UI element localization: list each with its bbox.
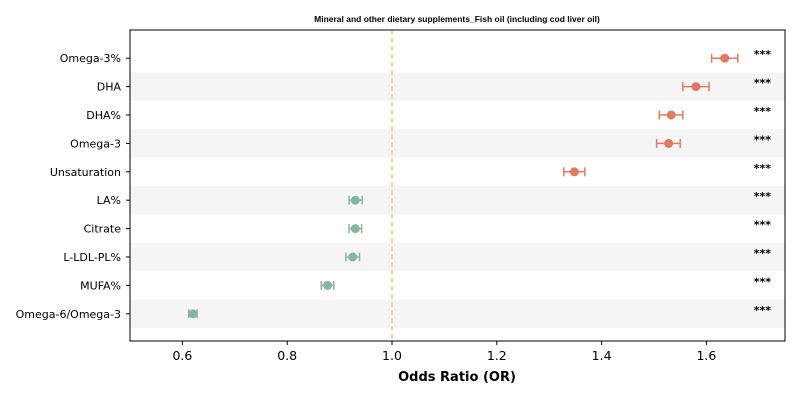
or-point [664,138,674,148]
significance-label: *** [754,247,772,260]
row-bands [130,72,785,328]
chart-title: Mineral and other dietary supplements_Fi… [314,14,600,24]
significance-label: *** [754,275,772,288]
or-point [350,224,360,234]
y-axis-labels: Omega-3% DHA DHA% Omega-3 Unsaturation LA% Cit… [16,52,130,321]
x-tick-label: 1.6 [696,348,716,363]
significance-labels: *** *** *** *** *** *** *** *** *** *** [754,48,772,317]
data-point-DHA% [658,110,684,120]
x-tick-label: 0.8 [277,348,297,363]
x-tick-label: 1.4 [592,348,612,363]
x-tick-label: 1.2 [487,348,507,363]
y-tick-label: Omega-3% [60,52,121,65]
significance-label: *** [754,48,772,61]
significance-label: *** [754,77,772,90]
x-axis-label: Odds Ratio (OR) [398,370,516,385]
y-tick-label: Omega-6/Omega-3 [16,308,121,321]
or-point [720,53,730,63]
y-tick-label: L-LDL-PL% [63,251,121,264]
y-tick-label: Citrate [84,223,122,236]
row-band [130,129,785,158]
or-point [691,82,701,92]
x-tick-label: 1.0 [382,348,402,363]
or-point [323,280,333,290]
y-tick-label: Omega-3 [70,137,121,150]
y-tick-label: MUFA% [80,279,121,292]
data-point-Unsaturation [563,167,586,177]
data-point-Omega-6/Omega-3 [187,309,198,319]
data-marks [187,53,739,319]
data-point-DHA [682,82,710,92]
significance-label: *** [754,190,772,203]
x-axis: 0.6 0.8 1.0 1.2 1.4 1.6 [172,341,716,363]
x-tick-label: 0.6 [172,348,192,363]
y-tick-label: Unsaturation [50,166,121,179]
row-band [130,72,785,101]
data-point-Citrate [348,224,363,234]
significance-label: *** [754,219,772,232]
row-band [130,299,785,328]
row-band [130,242,785,272]
data-point-Omega-3 [655,138,681,148]
y-tick-label: LA% [97,194,121,207]
or-point [350,195,360,205]
data-point-Omega-3% [710,53,739,63]
plot-frame [129,29,786,342]
y-tick-label: DHA [97,81,122,94]
data-point-LA% [348,195,363,205]
data-point-L-LDL-PL% [345,252,361,262]
or-point [569,167,579,177]
significance-label: *** [754,162,772,175]
or-point [348,252,358,262]
data-point-MUFA% [320,280,335,290]
significance-label: *** [754,304,772,317]
or-point [188,309,198,319]
y-tick-label: DHA% [86,109,121,122]
or-point [666,110,676,120]
row-band [130,186,785,215]
significance-label: *** [754,133,772,146]
significance-label: *** [754,105,772,118]
